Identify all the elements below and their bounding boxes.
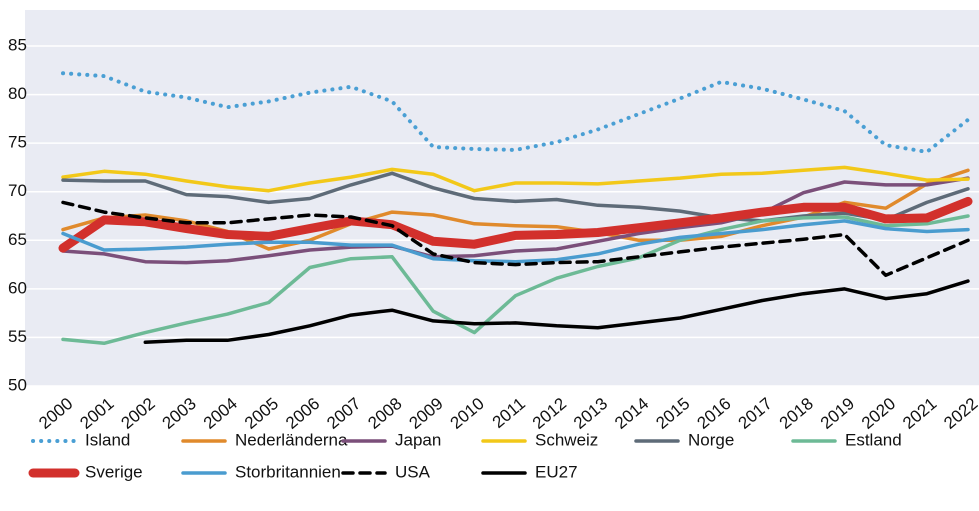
x-tick-label: 2020 — [858, 394, 899, 433]
legend-label: Sverige — [85, 462, 143, 481]
x-tick-label: 2016 — [693, 394, 734, 433]
legend-label: Norge — [688, 430, 734, 449]
x-tick-label: 2021 — [899, 394, 940, 433]
x-tick-label: 2006 — [282, 394, 323, 433]
legend-label: Island — [85, 430, 130, 449]
series-line — [61, 71, 970, 154]
x-tick-label: 2007 — [323, 394, 364, 433]
x-tick-label: 2003 — [159, 394, 200, 433]
series-line — [61, 171, 970, 223]
x-tick-label: 2018 — [776, 394, 817, 433]
x-tick-label: 2009 — [405, 394, 446, 433]
series-line — [61, 168, 970, 251]
series-line — [61, 176, 970, 265]
legend-label: Nederländerna — [235, 430, 348, 449]
series-line — [143, 279, 970, 345]
plot-background — [25, 10, 979, 386]
y-tick-label: 70 — [8, 181, 27, 200]
x-tick-label: 2011 — [489, 394, 529, 432]
y-tick-label: 60 — [8, 278, 27, 297]
x-tick-label: 2015 — [652, 394, 693, 433]
series-line — [61, 165, 970, 193]
y-tick-label: 85 — [8, 35, 27, 54]
y-tick-label: 75 — [8, 133, 27, 152]
series-line — [61, 214, 970, 346]
legend-label: Japan — [395, 430, 441, 449]
y-tick-label: 65 — [8, 230, 27, 249]
series-line — [58, 196, 973, 253]
x-tick-label: 2002 — [118, 394, 159, 433]
x-tick-label: 2022 — [940, 394, 979, 433]
series-line — [61, 219, 970, 264]
series-line — [61, 200, 970, 278]
x-tick-label: 2001 — [76, 394, 117, 433]
y-tick-label: 50 — [8, 375, 27, 394]
x-tick-label: 2013 — [570, 394, 611, 433]
legend-label: Estland — [845, 430, 902, 449]
x-tick-label: 2019 — [817, 394, 858, 433]
x-tick-label: 2005 — [241, 394, 282, 433]
x-tick-label: 2010 — [447, 394, 488, 433]
x-tick-label: 2012 — [529, 394, 570, 433]
legend-label: Schweiz — [535, 430, 598, 449]
x-tick-label: 2014 — [611, 394, 652, 433]
x-tick-label: 2017 — [735, 394, 776, 433]
x-tick-label: 2008 — [364, 394, 405, 433]
legend-label: Storbritannien — [235, 462, 341, 481]
legend-label: USA — [395, 462, 431, 481]
x-tick-label: 2004 — [200, 394, 241, 433]
y-tick-label: 55 — [8, 327, 27, 346]
x-tick-label: 2000 — [35, 394, 76, 433]
legend-label: EU27 — [535, 462, 578, 481]
y-tick-label: 80 — [8, 84, 27, 103]
